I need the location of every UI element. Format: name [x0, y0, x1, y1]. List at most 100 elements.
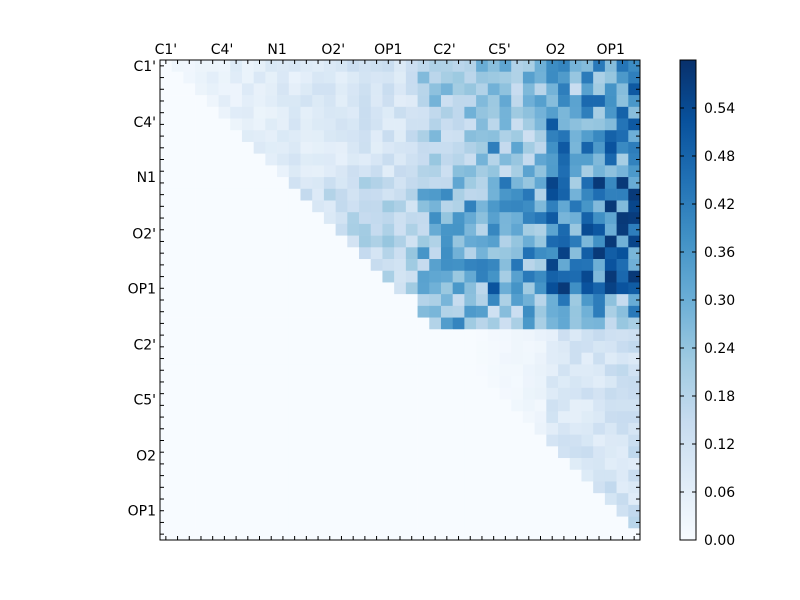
heatmap-cell: [253, 130, 266, 143]
heatmap-cell: [241, 364, 254, 377]
heatmap-cell: [183, 235, 196, 248]
heatmap-cell: [546, 493, 559, 506]
heatmap-cell: [253, 118, 266, 131]
heatmap-cell: [405, 387, 418, 400]
heatmap-cell: [558, 387, 571, 400]
heatmap-cell: [522, 282, 535, 295]
heatmap-cell: [616, 305, 629, 318]
heatmap-cell: [359, 141, 372, 154]
heatmap-cell: [628, 422, 641, 435]
heatmap-cell: [171, 458, 184, 471]
heatmap-cell: [195, 516, 208, 529]
heatmap-cell: [499, 504, 512, 517]
heatmap-cell: [359, 516, 372, 529]
heatmap-cell: [312, 71, 325, 84]
heatmap-cell: [312, 141, 325, 154]
heatmap-cell: [417, 458, 430, 471]
heatmap-cell: [628, 446, 641, 459]
heatmap-cell: [511, 516, 524, 529]
heatmap-cell: [183, 364, 196, 377]
heatmap-cell: [265, 118, 278, 131]
heatmap-cell: [394, 153, 407, 166]
heatmap-cell: [312, 469, 325, 482]
heatmap-cell: [405, 305, 418, 318]
heatmap-cell: [241, 177, 254, 190]
heatmap-cell: [593, 352, 606, 365]
heatmap-cell: [359, 528, 372, 541]
heatmap-cell: [382, 270, 395, 283]
heatmap-cell: [616, 458, 629, 471]
heatmap-cell: [394, 364, 407, 377]
heatmap-cell: [569, 493, 582, 506]
heatmap-cell: [476, 516, 489, 529]
heatmap-cell: [487, 95, 500, 108]
heatmap-cell: [511, 188, 524, 201]
heatmap-cell: [160, 212, 173, 225]
heatmap-cell: [277, 516, 290, 529]
heatmap-cell: [569, 95, 582, 108]
heatmap-cell: [511, 60, 524, 73]
heatmap-cell: [312, 83, 325, 96]
heatmap-cell: [382, 376, 395, 389]
heatmap-cell: [206, 153, 219, 166]
heatmap-cell: [206, 212, 219, 225]
heatmap-cell: [277, 200, 290, 213]
heatmap-cell: [417, 188, 430, 201]
heatmap-cell: [206, 364, 219, 377]
heatmap-cell: [499, 282, 512, 295]
heatmap-cell: [195, 504, 208, 517]
heatmap-cell: [206, 247, 219, 260]
heatmap-cell: [183, 528, 196, 541]
heatmap-cell: [581, 235, 594, 248]
heatmap-cell: [370, 446, 383, 459]
heatmap-cell: [277, 364, 290, 377]
heatmap-cell: [253, 434, 266, 447]
heatmap-cell: [394, 411, 407, 424]
heatmap-cell: [265, 177, 278, 190]
heatmap-cell: [253, 235, 266, 248]
heatmap-cell: [288, 294, 301, 307]
heatmap-cell: [277, 352, 290, 365]
heatmap-cell: [206, 188, 219, 201]
heatmap-cell: [382, 364, 395, 377]
heatmap-cell: [476, 95, 489, 108]
heatmap-cell: [452, 528, 465, 541]
heatmap-cell: [522, 118, 535, 131]
heatmap-cell: [499, 106, 512, 119]
heatmap-cell: [312, 364, 325, 377]
heatmap-cell: [160, 422, 173, 435]
heatmap-cell: [417, 165, 430, 178]
heatmap-cell: [370, 223, 383, 236]
heatmap-cell: [218, 165, 231, 178]
heatmap-cell: [604, 458, 617, 471]
heatmap-cell: [265, 165, 278, 178]
heatmap-cell: [405, 270, 418, 283]
heatmap-cell: [429, 399, 442, 412]
heatmap-cell: [405, 329, 418, 342]
heatmap-cell: [499, 305, 512, 318]
heatmap-cell: [277, 329, 290, 342]
heatmap-cell: [206, 340, 219, 353]
heatmap-cell: [522, 481, 535, 494]
heatmap-cell: [558, 247, 571, 260]
heatmap-cell: [511, 83, 524, 96]
heatmap-cell: [277, 305, 290, 318]
heatmap-cell: [230, 528, 243, 541]
heatmap-cell: [370, 387, 383, 400]
heatmap-cell: [300, 60, 313, 73]
heatmap-cell: [394, 60, 407, 73]
heatmap-cell: [206, 446, 219, 459]
heatmap-cell: [253, 71, 266, 84]
heatmap-cell: [359, 387, 372, 400]
heatmap-cell: [487, 60, 500, 73]
heatmap-cell: [277, 177, 290, 190]
heatmap-cell: [487, 493, 500, 506]
heatmap-cell: [359, 153, 372, 166]
heatmap-cell: [616, 141, 629, 154]
heatmap-cell: [440, 83, 453, 96]
heatmap-cell: [195, 270, 208, 283]
heatmap-cell: [581, 458, 594, 471]
heatmap-cell: [417, 270, 430, 283]
heatmap-cell: [312, 259, 325, 272]
heatmap-cell: [604, 364, 617, 377]
